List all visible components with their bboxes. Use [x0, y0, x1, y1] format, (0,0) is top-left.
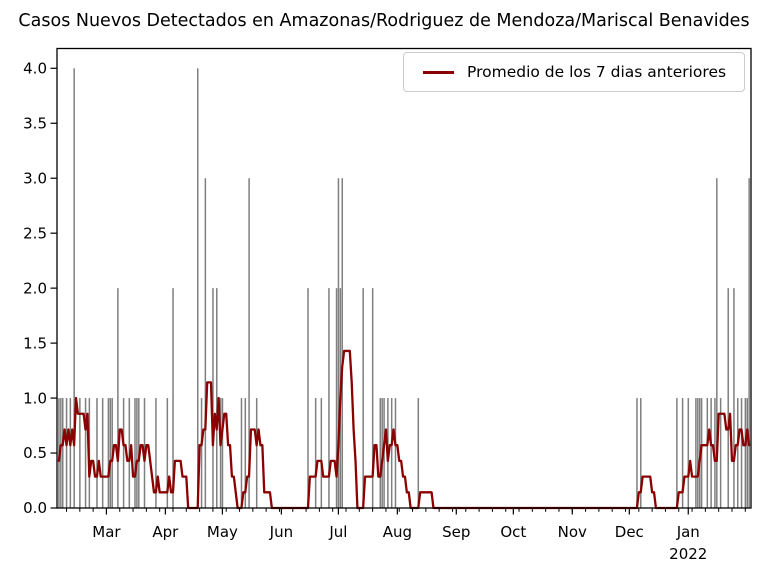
- daily-cases-bar: [697, 398, 699, 508]
- plot-border: [56, 47, 752, 509]
- daily-cases-bar: [716, 178, 718, 508]
- y-tick-label: 2.5: [23, 224, 47, 242]
- legend: Promedio de los 7 dias anteriores: [403, 52, 745, 92]
- daily-cases-bar: [96, 398, 98, 508]
- daily-cases-bar: [314, 398, 317, 508]
- daily-cases-bar: [695, 398, 697, 508]
- daily-cases-bar: [204, 178, 207, 508]
- daily-cases-bar: [676, 398, 678, 508]
- daily-cases-bar: [244, 398, 247, 508]
- daily-cases-bar: [362, 288, 364, 508]
- daily-cases-bar: [212, 288, 214, 508]
- daily-cases-bar: [122, 398, 125, 508]
- x-tick-label: Jan: [676, 523, 700, 541]
- daily-cases-bar: [219, 398, 222, 508]
- daily-cases-bar: [65, 398, 68, 508]
- daily-cases-bar: [710, 398, 712, 508]
- daily-cases-bar: [341, 178, 344, 508]
- daily-cases-bar: [417, 398, 420, 508]
- x-tick-label: Jun: [269, 523, 293, 541]
- daily-cases-bar: [687, 398, 690, 508]
- average-line: [57, 349, 751, 510]
- x-tick-label: Mar: [92, 523, 121, 541]
- y-tick-label: 3.5: [23, 114, 47, 132]
- daily-cases-bar: [746, 398, 748, 508]
- daily-cases-bar: [335, 288, 338, 508]
- y-tick-label: 1.5: [23, 334, 47, 352]
- daily-cases-bar: [134, 398, 136, 508]
- x-tick-label: Nov: [558, 523, 587, 541]
- x-tick-label: Aug: [383, 523, 412, 541]
- daily-cases-bar: [197, 68, 199, 508]
- daily-cases-bar: [736, 398, 739, 508]
- x-tick-label: Dec: [615, 523, 644, 541]
- daily-cases-bar: [107, 398, 110, 508]
- daily-cases-bar: [200, 398, 203, 508]
- daily-cases-bar: [155, 398, 157, 508]
- x-year-label: 2022: [669, 545, 707, 563]
- daily-cases-bar: [62, 398, 64, 508]
- x-tick-label: Oct: [500, 523, 526, 541]
- y-tick-label: 3.0: [23, 169, 47, 187]
- daily-cases-bar: [136, 398, 138, 508]
- y-tick-label: 0.0: [23, 499, 47, 517]
- daily-cases-bar: [79, 398, 81, 508]
- daily-cases-bar: [320, 398, 323, 508]
- daily-cases-bar: [109, 398, 112, 508]
- daily-cases-bar: [640, 398, 642, 508]
- daily-cases-bar: [84, 398, 87, 508]
- daily-cases-bar: [379, 398, 382, 508]
- daily-cases-bar: [307, 288, 309, 508]
- daily-cases-bar: [727, 288, 729, 508]
- daily-cases-bar: [69, 398, 72, 508]
- daily-cases-bar: [719, 398, 722, 508]
- daily-cases-bar: [371, 288, 374, 508]
- y-tick-label: 1.0: [23, 389, 47, 407]
- daily-cases-bar: [255, 398, 258, 508]
- daily-cases-bar: [117, 288, 119, 508]
- daily-cases-bar: [240, 398, 243, 508]
- chart-title: Casos Nuevos Detectados en Amazonas/Rodr…: [18, 11, 750, 31]
- daily-cases-bar: [394, 398, 397, 508]
- x-tick-label: Apr: [152, 523, 179, 541]
- y-tick-label: 0.5: [23, 444, 47, 462]
- daily-cases-bar: [166, 398, 169, 508]
- legend-label: Promedio de los 7 dias anteriores: [467, 63, 727, 81]
- daily-cases-bar: [172, 288, 174, 508]
- daily-cases-bar: [681, 398, 684, 508]
- x-tick-label: Jul: [328, 523, 347, 541]
- daily-cases-bar: [733, 288, 735, 508]
- x-tick-label: May: [207, 523, 238, 541]
- daily-cases-bar: [748, 178, 750, 508]
- daily-cases-bar: [216, 288, 218, 508]
- y-tick-label: 2.0: [23, 279, 47, 297]
- daily-cases-bar: [248, 178, 250, 508]
- daily-cases-bar: [706, 398, 709, 508]
- daily-cases-bar: [73, 68, 75, 508]
- daily-cases-bar: [390, 398, 393, 508]
- daily-cases-bar: [636, 398, 638, 508]
- legend-line-sample: [423, 70, 454, 74]
- daily-cases-bar: [101, 398, 104, 508]
- x-tick-label: Sep: [442, 523, 470, 541]
- daily-cases-bar: [337, 178, 340, 508]
- daily-cases-bar: [744, 398, 747, 508]
- y-tick-label: 4.0: [23, 59, 47, 77]
- daily-cases-bar: [221, 398, 224, 508]
- daily-cases-bar: [740, 398, 743, 508]
- daily-cases-bar: [328, 288, 330, 508]
